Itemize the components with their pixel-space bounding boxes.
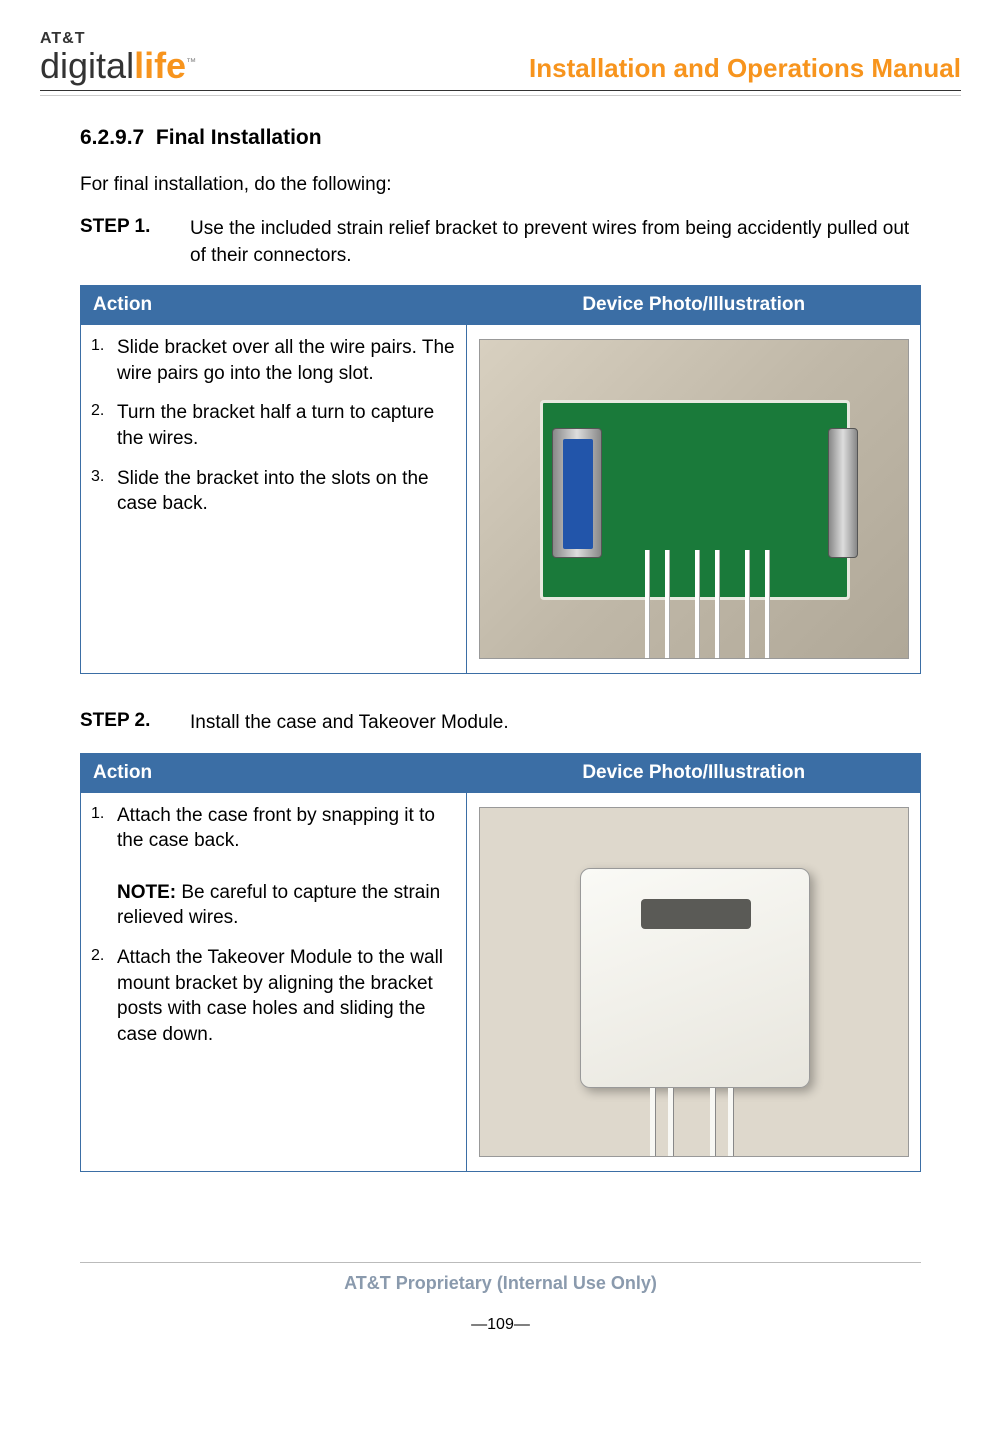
item-number: 1. xyxy=(91,335,117,386)
item-text: Slide the bracket into the slots on the … xyxy=(117,466,456,517)
logo-tm: ™ xyxy=(186,57,196,68)
step-2-photo-cell xyxy=(467,792,921,1171)
col-photo: Device Photo/Illustration xyxy=(467,753,921,792)
item-text: Slide bracket over all the wire pairs. T… xyxy=(117,335,456,386)
step-2-actions-cell: 1. Attach the case front by snapping it … xyxy=(81,792,467,1171)
wire-icon xyxy=(665,550,669,659)
wire-icon xyxy=(668,1088,673,1157)
list-item: 2. Attach the Takeover Module to the wal… xyxy=(91,945,456,1048)
logo-word-2: life xyxy=(134,45,186,86)
proprietary-notice: AT&T Proprietary (Internal Use Only) xyxy=(40,1273,961,1294)
step-2: STEP 2. Install the case and Takeover Mo… xyxy=(80,710,921,737)
list-item: 1. Slide bracket over all the wire pairs… xyxy=(91,335,456,386)
battery-icon xyxy=(552,428,602,558)
item-text: Attach the Takeover Module to the wall m… xyxy=(117,945,456,1048)
document-title: Installation and Operations Manual xyxy=(529,53,961,84)
list-item: 3. Slide the bracket into the slots on t… xyxy=(91,466,456,517)
item-number: 2. xyxy=(91,945,117,1048)
page-footer: AT&T Proprietary (Internal Use Only) —10… xyxy=(40,1252,961,1334)
step-1-text: Use the included strain relief bracket t… xyxy=(190,216,921,269)
logo-main: digitallife™ xyxy=(40,48,196,84)
note-label: NOTE: xyxy=(117,882,176,903)
item-number: 2. xyxy=(91,400,117,451)
logo: AT&T digitallife™ xyxy=(40,30,196,84)
wire-icon xyxy=(745,550,749,659)
step-1-actions-cell: 1. Slide bracket over all the wire pairs… xyxy=(81,325,467,674)
footer-rule xyxy=(80,1262,921,1263)
list-item: 2. Turn the bracket half a turn to captu… xyxy=(91,400,456,451)
step-1-label: STEP 1. xyxy=(80,216,190,269)
step-2-text: Install the case and Takeover Module. xyxy=(190,710,921,737)
step-1-actions-list: 1. Slide bracket over all the wire pairs… xyxy=(91,335,456,517)
section-title: Final Installation xyxy=(156,126,322,149)
battery-icon xyxy=(828,428,858,558)
header-rule xyxy=(40,95,961,96)
col-photo: Device Photo/Illustration xyxy=(467,286,921,325)
page-number: —109— xyxy=(40,1316,961,1334)
section-heading: 6.2.9.7 Final Installation xyxy=(80,126,921,150)
wire-icon xyxy=(710,1088,715,1157)
step-2-table: Action Device Photo/Illustration 1. Atta… xyxy=(80,753,921,1172)
step-2-actions-list: 1. Attach the case front by snapping it … xyxy=(91,803,456,1048)
wire-icon xyxy=(728,1088,733,1157)
item-number: 1. xyxy=(91,803,117,931)
step-2-label: STEP 2. xyxy=(80,710,190,737)
wire-icon xyxy=(715,550,719,659)
logo-word-1: digital xyxy=(40,45,134,86)
page-header: AT&T digitallife™ Installation and Opera… xyxy=(40,30,961,91)
content: 6.2.9.7 Final Installation For final ins… xyxy=(40,126,961,1172)
device-photo-1 xyxy=(479,339,909,659)
col-action: Action xyxy=(81,753,467,792)
wire-icon xyxy=(645,550,649,659)
list-item: 1. Attach the case front by snapping it … xyxy=(91,803,456,931)
section-number: 6.2.9.7 xyxy=(80,126,144,149)
section-intro: For final installation, do the following… xyxy=(80,174,921,196)
item-number: 3. xyxy=(91,466,117,517)
step-1-table: Action Device Photo/Illustration 1. Slid… xyxy=(80,285,921,674)
step-1: STEP 1. Use the included strain relief b… xyxy=(80,216,921,269)
device-photo-2 xyxy=(479,807,909,1157)
step-1-photo-cell xyxy=(467,325,921,674)
wire-icon xyxy=(650,1088,655,1157)
col-action: Action xyxy=(81,286,467,325)
item-maintext: Attach the case front by snapping it to … xyxy=(117,805,435,852)
wire-icon xyxy=(695,550,699,659)
wire-icon xyxy=(765,550,769,659)
module-case-icon xyxy=(580,868,810,1088)
item-text: Attach the case front by snapping it to … xyxy=(117,803,456,931)
item-text: Turn the bracket half a turn to capture … xyxy=(117,400,456,451)
